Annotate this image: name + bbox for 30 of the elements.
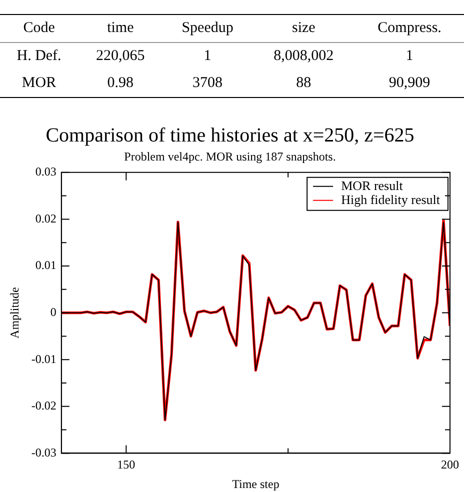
legend-label: High fidelity result: [341, 192, 440, 207]
text: 8,008,002: [272, 47, 335, 66]
y-tick-label: 0.03: [35, 164, 56, 179]
text: H. Def.: [16, 47, 62, 66]
chart-title: Comparison of time histories at x=250, z=625: [46, 124, 414, 146]
legend-label: MOR result: [341, 178, 404, 193]
text: 0.98: [106, 74, 135, 93]
category-label: Compress.: [376, 19, 442, 38]
category-label: Code: [22, 19, 56, 38]
category-label: size: [291, 19, 316, 38]
x-tick-label: 200: [441, 458, 459, 472]
y-tick-label: 0.01: [35, 258, 56, 272]
x-axis-title: Time step: [232, 476, 280, 491]
text: 90,909: [388, 74, 432, 93]
chart-subtitle: Problem vel4pc. MOR using 187 snapshots.: [124, 149, 336, 164]
text: 1: [202, 47, 212, 66]
category-label: Speedup: [180, 19, 234, 38]
y-tick-label: 0: [50, 304, 56, 319]
y-tick-label: -0.01: [31, 352, 56, 366]
text: 3708: [192, 74, 224, 93]
x-tick-label: 150: [117, 458, 136, 472]
y-tick-label: -0.03: [31, 445, 56, 460]
text: 88: [295, 74, 312, 93]
text: MOR: [20, 74, 58, 93]
category-label: time: [106, 19, 135, 38]
text: 1: [404, 47, 414, 66]
y-tick-label: 0.02: [35, 211, 56, 226]
text: 220,065: [95, 47, 146, 66]
y-axis-title: Amplitude: [7, 287, 22, 338]
y-tick-label: -0.02: [31, 398, 56, 413]
